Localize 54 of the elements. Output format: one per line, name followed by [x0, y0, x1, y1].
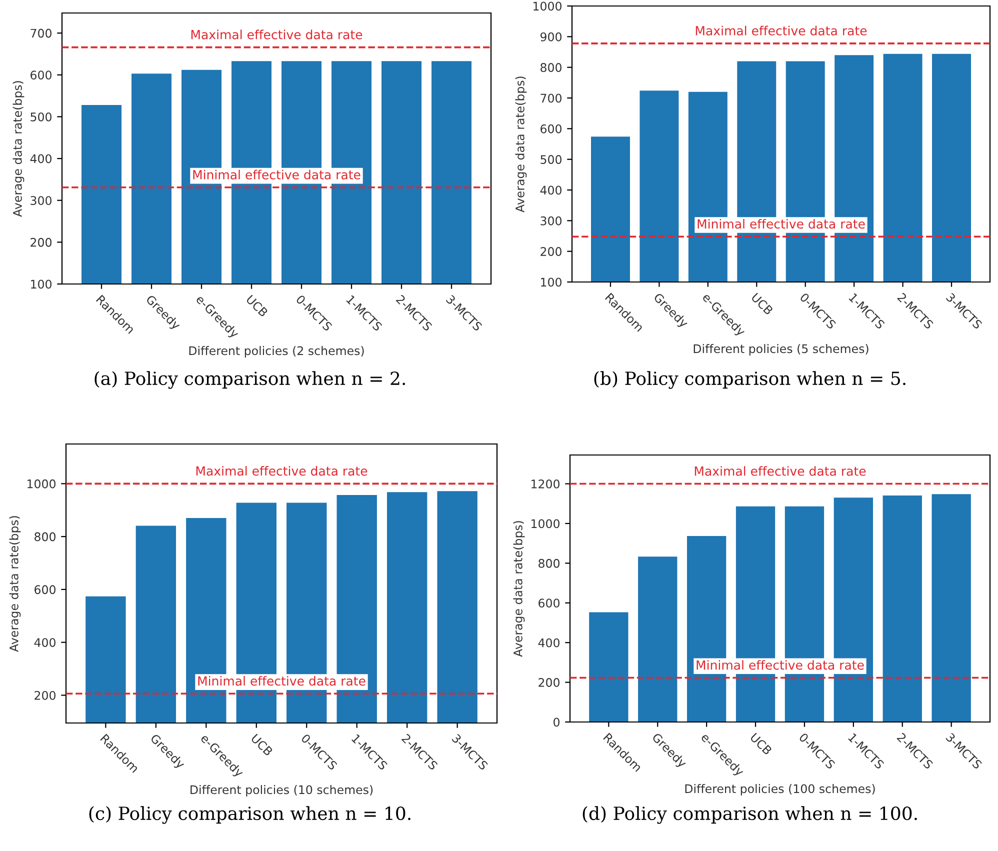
y-tick-label: 100 [31, 280, 52, 289]
y-axis-title: Average data rate(bps) [515, 76, 527, 212]
y-tick-label: 100 [541, 278, 562, 287]
y-tick-label: 500 [30, 112, 52, 122]
bar [932, 494, 971, 722]
y-tick-label: 600 [540, 124, 562, 134]
y-axis-title: Average data rate(bps) [513, 521, 525, 657]
y-tick-label: 700 [540, 94, 562, 103]
x-axis-title: Different policies (5 schemes) [694, 344, 868, 356]
y-tick-label: 400 [538, 638, 560, 648]
x-axis-title: Different policies (100 schemes) [685, 784, 875, 796]
x-axis-title: Different policies (2 schemes) [189, 346, 364, 358]
y-tick-label: 1200 [532, 480, 560, 488]
text: (b) Policy comparison when n = 5. [594, 371, 906, 389]
y-tick-label: 1000 [532, 519, 560, 528]
y-tick-label: 900 [540, 32, 562, 42]
y-axis-title: Average data rate(bps) [9, 516, 21, 652]
y-tick-label: 400 [540, 186, 562, 195]
ref-line-label: Maximal effective data rate [694, 466, 866, 476]
y-tick-label: 500 [540, 155, 562, 164]
ref-line-label: Minimal effective data rate [198, 676, 366, 686]
text: (c) Policy comparison when n = 10. [89, 806, 410, 824]
y-tick-label: 200 [30, 238, 52, 247]
y-axis-title: Average data rate(bps) [12, 81, 24, 217]
y-tick-label: 700 [30, 28, 52, 38]
y-tick-label: 800 [34, 532, 56, 542]
bar [882, 495, 922, 722]
y-tick-label: 800 [540, 63, 562, 72]
y-tick-label: 0 [554, 718, 560, 727]
y-tick-label: 200 [540, 247, 562, 256]
bar [589, 612, 628, 722]
y-tick-label: 600 [538, 598, 560, 608]
ref-line-label: Minimal effective data rate [696, 660, 864, 670]
text: (d) Policy comparison when n = 100. [582, 806, 917, 824]
text: (a) Policy comparison when n = 2. [94, 371, 406, 389]
ref-line-label: Maximal effective data rate [196, 466, 368, 476]
y-tick-label: 300 [30, 196, 52, 206]
y-tick-label: 400 [30, 154, 52, 164]
ref-line-label: Maximal effective data rate [696, 26, 867, 36]
y-tick-label: 600 [34, 585, 56, 594]
bar [834, 498, 874, 722]
y-tick-label: 300 [540, 216, 562, 226]
y-tick-label: 200 [34, 690, 56, 700]
ref-line-label: Minimal effective data rate [698, 218, 865, 229]
y-tick-label: 1000 [28, 479, 56, 488]
x-axis-title: Different policies (10 schemes) [190, 785, 373, 796]
bar [638, 556, 678, 722]
y-tick-label: 600 [30, 70, 52, 80]
ref-line-label: Minimal effective data rate [193, 170, 360, 180]
y-tick-label: 200 [538, 678, 560, 687]
y-tick-label: 1000 [534, 2, 562, 11]
y-tick-label: 800 [538, 558, 560, 568]
ref-line-label: Maximal effective data rate [191, 30, 362, 40]
y-tick-label: 400 [34, 638, 56, 647]
